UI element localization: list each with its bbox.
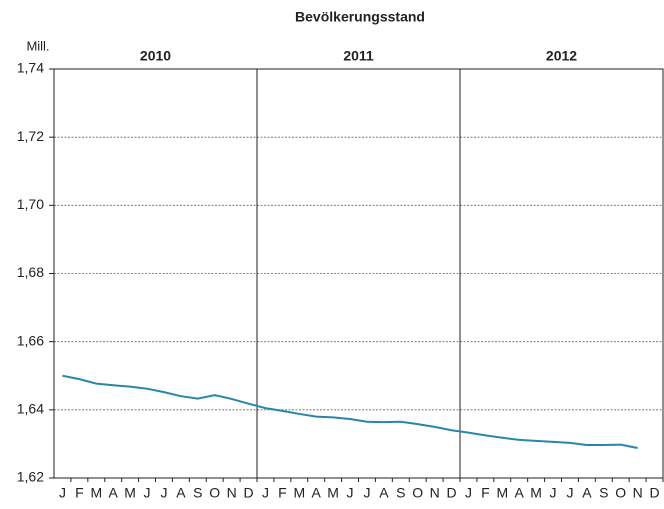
x-tick-label: J xyxy=(465,485,472,501)
x-tick-label: A xyxy=(176,485,186,501)
x-tick-label: D xyxy=(446,485,456,501)
y-tick-label: 1,68 xyxy=(17,264,44,280)
x-tick-label: S xyxy=(396,485,405,501)
x-tick-label: F xyxy=(278,485,287,501)
x-tick-label: J xyxy=(347,485,354,501)
x-tick-label: A xyxy=(109,485,119,501)
x-tick-label: J xyxy=(550,485,557,501)
year-label: 2010 xyxy=(140,48,171,64)
y-tick-label: 1,64 xyxy=(17,401,44,417)
x-tick-label: A xyxy=(379,485,389,501)
x-tick-label: M xyxy=(327,485,339,501)
x-tick-label: O xyxy=(412,485,423,501)
y-tick-label: 1,74 xyxy=(17,60,44,76)
x-tick-label: M xyxy=(124,485,136,501)
y-tick-label: 1,66 xyxy=(17,332,44,348)
year-label: 2012 xyxy=(546,48,577,64)
x-tick-label: S xyxy=(193,485,202,501)
x-tick-label: D xyxy=(649,485,659,501)
y-tick-label: 1,70 xyxy=(17,196,44,212)
x-tick-label: J xyxy=(363,485,370,501)
x-tick-label: M xyxy=(496,485,508,501)
x-tick-label: F xyxy=(481,485,490,501)
line-series xyxy=(62,374,638,449)
x-tick-label: J xyxy=(160,485,167,501)
x-tick-label: M xyxy=(293,485,305,501)
x-tick-label: O xyxy=(209,485,220,501)
x-tick-label: N xyxy=(430,485,440,501)
y-tick-label: 1,72 xyxy=(17,128,44,144)
x-tick-label: N xyxy=(633,485,643,501)
x-tick-label: J xyxy=(262,485,269,501)
year-label: 2011 xyxy=(343,48,374,64)
x-tick-label: A xyxy=(582,485,592,501)
x-tick-label: M xyxy=(530,485,542,501)
x-tick-label: J xyxy=(566,485,573,501)
x-tick-label: F xyxy=(75,485,84,501)
x-tick-label: O xyxy=(615,485,626,501)
x-tick-label: J xyxy=(59,485,66,501)
x-tick-label: A xyxy=(515,485,525,501)
x-tick-label: A xyxy=(312,485,322,501)
x-tick-label: J xyxy=(144,485,151,501)
x-tick-label: S xyxy=(599,485,608,501)
y-tick-label: 1,62 xyxy=(17,469,44,485)
x-tick-label: M xyxy=(90,485,102,501)
chart-title: Bevölkerungsstand xyxy=(295,9,425,25)
x-tick-label: N xyxy=(227,485,237,501)
x-tick-label: D xyxy=(243,485,253,501)
y-unit-label: Mill. xyxy=(26,38,49,53)
